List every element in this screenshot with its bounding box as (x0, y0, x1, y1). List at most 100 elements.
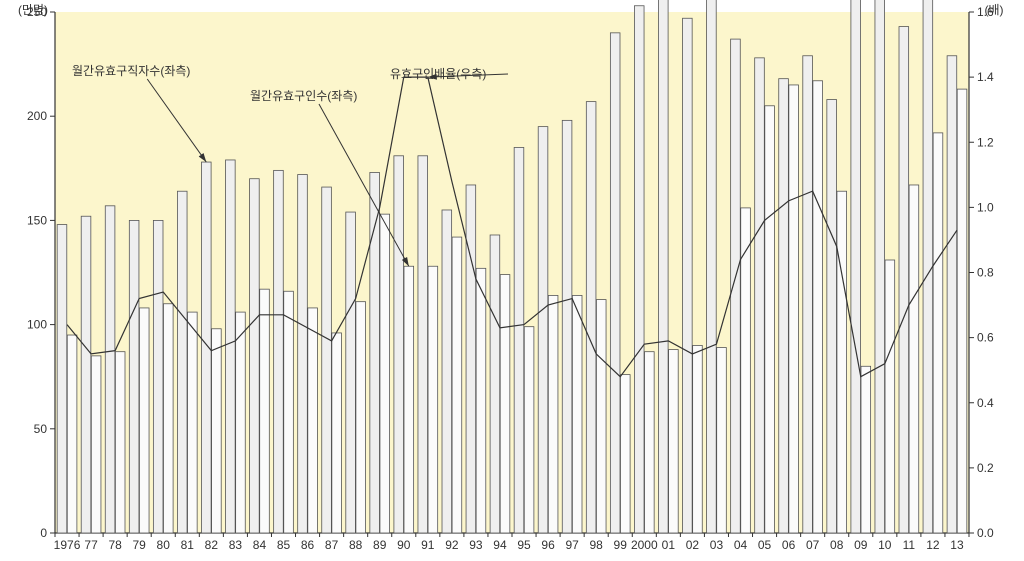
y-right-tick: 0.8 (977, 266, 994, 280)
x-tick-label: 93 (469, 538, 483, 552)
bar-series1 (562, 120, 572, 533)
y-right-tick: 0.4 (977, 396, 994, 410)
x-tick-label: 2000 (631, 538, 658, 552)
bar-series1 (250, 179, 260, 533)
x-tick-label: 99 (614, 538, 628, 552)
bar-series1 (755, 58, 765, 533)
bar-series2 (837, 191, 847, 533)
bar-series1 (851, 0, 861, 533)
x-tick-label: 09 (854, 538, 868, 552)
x-tick-label: 08 (830, 538, 844, 552)
bar-series2 (332, 333, 342, 533)
bar-series2 (91, 356, 101, 533)
bar-series2 (188, 312, 198, 533)
x-tick-label: 1976 (54, 538, 81, 552)
bar-series1 (394, 156, 404, 533)
x-tick-label: 03 (710, 538, 724, 552)
bar-series1 (490, 235, 500, 533)
bar-series2 (163, 304, 173, 533)
bar-series2 (356, 302, 366, 533)
bar-series2 (236, 312, 246, 533)
bar-series1 (81, 216, 91, 533)
bar-series1 (707, 0, 717, 533)
x-tick-label: 83 (229, 538, 243, 552)
y-right-tick: 0.6 (977, 331, 994, 345)
chart-svg: 050100150200250(만명)0.00.20.40.60.81.01.2… (0, 0, 1024, 561)
bar-series1 (827, 100, 837, 533)
bar-series2 (693, 345, 703, 533)
x-tick-label: 88 (349, 538, 363, 552)
x-tick-label: 12 (926, 538, 940, 552)
legend-label: 월간유효구인수(좌측) (250, 89, 357, 103)
x-tick-label: 97 (565, 538, 579, 552)
y-right-tick: 0.0 (977, 526, 994, 540)
x-tick-label: 78 (108, 538, 122, 552)
x-tick-label: 11 (903, 538, 916, 552)
bar-series1 (731, 39, 741, 533)
bar-series2 (957, 89, 967, 533)
bar-series2 (596, 300, 606, 533)
bar-series1 (875, 0, 885, 533)
x-tick-label: 10 (878, 538, 892, 552)
bar-series2 (765, 106, 775, 533)
bar-series2 (645, 352, 655, 533)
y-left-tick: 50 (34, 422, 48, 436)
x-tick-label: 82 (205, 538, 219, 552)
bar-series2 (717, 348, 727, 533)
x-tick-label: 77 (84, 538, 98, 552)
bar-series2 (789, 85, 799, 533)
bar-series2 (115, 352, 125, 533)
x-tick-label: 85 (277, 538, 291, 552)
bar-series1 (226, 160, 236, 533)
x-tick-label: 89 (373, 538, 387, 552)
x-tick-label: 81 (181, 538, 195, 552)
x-tick-label: 86 (301, 538, 315, 552)
bar-series2 (524, 327, 534, 533)
x-tick-label: 94 (493, 538, 507, 552)
bar-series2 (380, 214, 390, 533)
bar-series2 (933, 133, 943, 533)
x-tick-label: 04 (734, 538, 748, 552)
bar-series1 (658, 0, 668, 533)
x-tick-label: 91 (421, 538, 435, 552)
x-tick-label: 01 (662, 538, 676, 552)
bar-series1 (923, 0, 933, 533)
x-tick-label: 07 (806, 538, 820, 552)
x-tick-label: 96 (541, 538, 555, 552)
bar-series1 (947, 56, 957, 533)
bar-series2 (885, 260, 895, 533)
bar-series1 (586, 102, 596, 533)
legend-label: 유효구인배율(우측) (390, 67, 486, 81)
y-left-tick: 0 (40, 526, 47, 540)
bar-series2 (548, 295, 558, 533)
bar-series1 (538, 127, 548, 533)
bar-series2 (813, 81, 823, 533)
bar-series2 (909, 185, 919, 533)
bar-series1 (201, 162, 211, 533)
x-tick-label: 06 (782, 538, 796, 552)
bar-series2 (404, 266, 414, 533)
bar-series1 (514, 147, 524, 533)
bar-series1 (899, 27, 909, 533)
y-right-tick: 1.0 (977, 200, 994, 214)
x-tick-label: 13 (950, 538, 964, 552)
bar-series2 (139, 308, 149, 533)
bar-series2 (500, 275, 510, 533)
bar-series1 (442, 210, 452, 533)
y-right-tick: 0.2 (977, 461, 994, 475)
bar-series1 (466, 185, 476, 533)
bar-series1 (803, 56, 813, 533)
x-tick-label: 05 (758, 538, 772, 552)
y-left-tick: 150 (27, 213, 47, 227)
x-tick-label: 80 (157, 538, 171, 552)
bar-series1 (610, 33, 620, 533)
bar-series2 (452, 237, 462, 533)
bar-series2 (260, 289, 270, 533)
y-left-axis-label: (만명) (18, 3, 48, 17)
y-left-tick: 100 (27, 318, 47, 332)
bar-series1 (274, 170, 284, 533)
y-right-tick: 1.2 (977, 135, 994, 149)
x-tick-label: 02 (686, 538, 700, 552)
bar-series1 (153, 220, 163, 533)
bar-series1 (683, 18, 693, 533)
